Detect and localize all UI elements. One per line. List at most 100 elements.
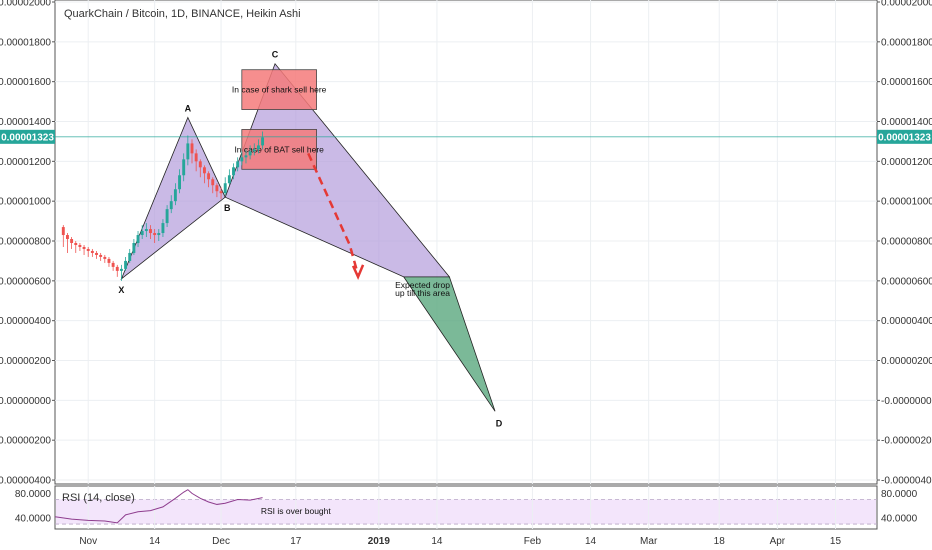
x-tick-label: Apr (770, 536, 786, 547)
x-tick-label: 14 (431, 536, 443, 547)
point-label-b: B (224, 203, 231, 213)
y-tick-label-right: 0.00001600 (881, 77, 932, 88)
candle-body (99, 255, 102, 257)
x-tick-label: Dec (212, 536, 230, 547)
candle-body (224, 183, 227, 193)
candle-body (74, 243, 77, 245)
y-tick-label-right: 0.00001800 (881, 37, 932, 48)
rsi-indicator-label: RSI (14, close) (62, 492, 135, 504)
y-tick-label-left: 0.00000200 (0, 356, 51, 367)
candle-body (132, 243, 135, 253)
y-tick-label-left: -0.00000400 (0, 476, 51, 487)
candle-body (103, 257, 106, 259)
candle-body (195, 153, 198, 161)
rsi-annotation: RSI is over bought (261, 506, 332, 516)
rsi-tick-label-right: 80.0000 (881, 489, 918, 500)
x-tick-label: 2019 (368, 536, 391, 547)
candle-body (253, 149, 256, 151)
y-tick-label-left: 0.00000800 (0, 237, 51, 248)
candle-body (232, 167, 235, 175)
x-tick-label: Feb (524, 536, 542, 547)
candle-body (83, 247, 86, 249)
candle-body (124, 261, 127, 269)
point-label-a: A (185, 104, 192, 114)
candle-body (112, 263, 115, 267)
y-tick-label-left: 0.00001200 (0, 157, 51, 168)
candle-body (62, 227, 65, 235)
price-badge-right-text: 0.00001323 (878, 132, 931, 143)
candle-body (153, 233, 156, 235)
shark-sell-label: In case of shark sell here (232, 85, 327, 95)
candle-body (199, 161, 202, 167)
rsi-tick-label-right: 40.0000 (881, 513, 918, 524)
y-tick-label-right: 0.00000400 (881, 316, 932, 327)
y-tick-label-right: 0.00001400 (881, 117, 932, 128)
candle-body (120, 269, 123, 271)
y-tick-label-left: 0.00001400 (0, 117, 51, 128)
candle-body (137, 235, 140, 243)
candle-body (211, 179, 214, 185)
candle-body (186, 143, 189, 159)
x-tick-label: 18 (714, 536, 726, 547)
y-tick-label-left: -0.00000200 (0, 436, 51, 447)
x-tick-label: Mar (640, 536, 658, 547)
y-tick-label-right: -0.00000000 (881, 396, 932, 407)
candle-body (116, 267, 119, 271)
candle-body (178, 175, 181, 189)
candle-body (149, 229, 152, 233)
candle-body (215, 185, 218, 191)
y-tick-label-right: 0.00001000 (881, 197, 932, 208)
candle-body (236, 161, 239, 167)
candle-body (261, 137, 264, 145)
y-tick-label-right: -0.00000200 (881, 436, 932, 447)
y-tick-label-right: 0.00000200 (881, 356, 932, 367)
candle-body (166, 209, 169, 223)
y-tick-label-right: 0.00000600 (881, 276, 932, 287)
candle-body (66, 235, 69, 239)
candle-body (240, 157, 243, 161)
candle-body (145, 229, 148, 231)
candle-body (228, 175, 231, 183)
candle-body (78, 245, 81, 247)
y-tick-label-left: 0.00001800 (0, 37, 51, 48)
y-tick-label-left: 0.00001000 (0, 197, 51, 208)
candle-body (91, 251, 94, 253)
candle-body (70, 239, 73, 243)
y-tick-label-left: -0.00000000 (0, 396, 51, 407)
candle-body (161, 223, 164, 233)
candle-body (108, 259, 111, 263)
candle-body (87, 249, 90, 251)
rsi-range-band (56, 500, 876, 525)
candle-body (141, 231, 144, 235)
x-tick-label: 17 (290, 536, 302, 547)
chart-title: QuarkChain / Bitcoin, 1D, BINANCE, Heiki… (64, 8, 301, 20)
bat-sell-label: In case of BAT sell here (234, 144, 324, 154)
rsi-band-layer (55, 500, 877, 525)
point-label-x: X (118, 285, 124, 295)
candle-body (191, 143, 194, 153)
rsi-tick-label-left: 40.0000 (15, 513, 52, 524)
candle-body (257, 145, 260, 149)
main-plot-frame (55, 0, 877, 484)
candle-body (182, 159, 185, 175)
x-tick-label: 14 (149, 536, 161, 547)
point-label-d: D (496, 418, 503, 428)
x-axis: Nov 14 Dec 17 2019 14 Feb 14 Mar 18 Apr 15 (79, 536, 841, 547)
candle-body (245, 155, 248, 157)
candle-body (220, 191, 223, 193)
expected-drop-label-2: up till this area (395, 288, 450, 298)
candle-body (128, 253, 131, 261)
x-tick-label: 14 (585, 536, 597, 547)
point-label-c: C (272, 50, 279, 60)
y-tick-label-left: 0.00001600 (0, 77, 51, 88)
y-tick-label-left: 0.00002000 (0, 0, 51, 8)
x-tick-label: Nov (79, 536, 97, 547)
candle-body (157, 233, 160, 235)
candle-body (95, 253, 98, 255)
y-tick-label-right: 0.00000800 (881, 237, 932, 248)
candle-body (174, 189, 177, 201)
candle-body (249, 151, 252, 155)
x-tick-label: 15 (830, 536, 842, 547)
price-badge-left-text: 0.00001323 (1, 132, 54, 143)
y-tick-label-right: 0.00002000 (881, 0, 932, 8)
